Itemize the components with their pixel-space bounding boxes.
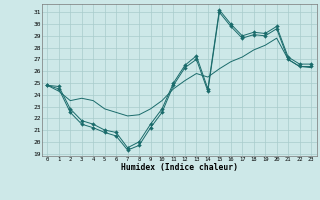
X-axis label: Humidex (Indice chaleur): Humidex (Indice chaleur) (121, 163, 238, 172)
